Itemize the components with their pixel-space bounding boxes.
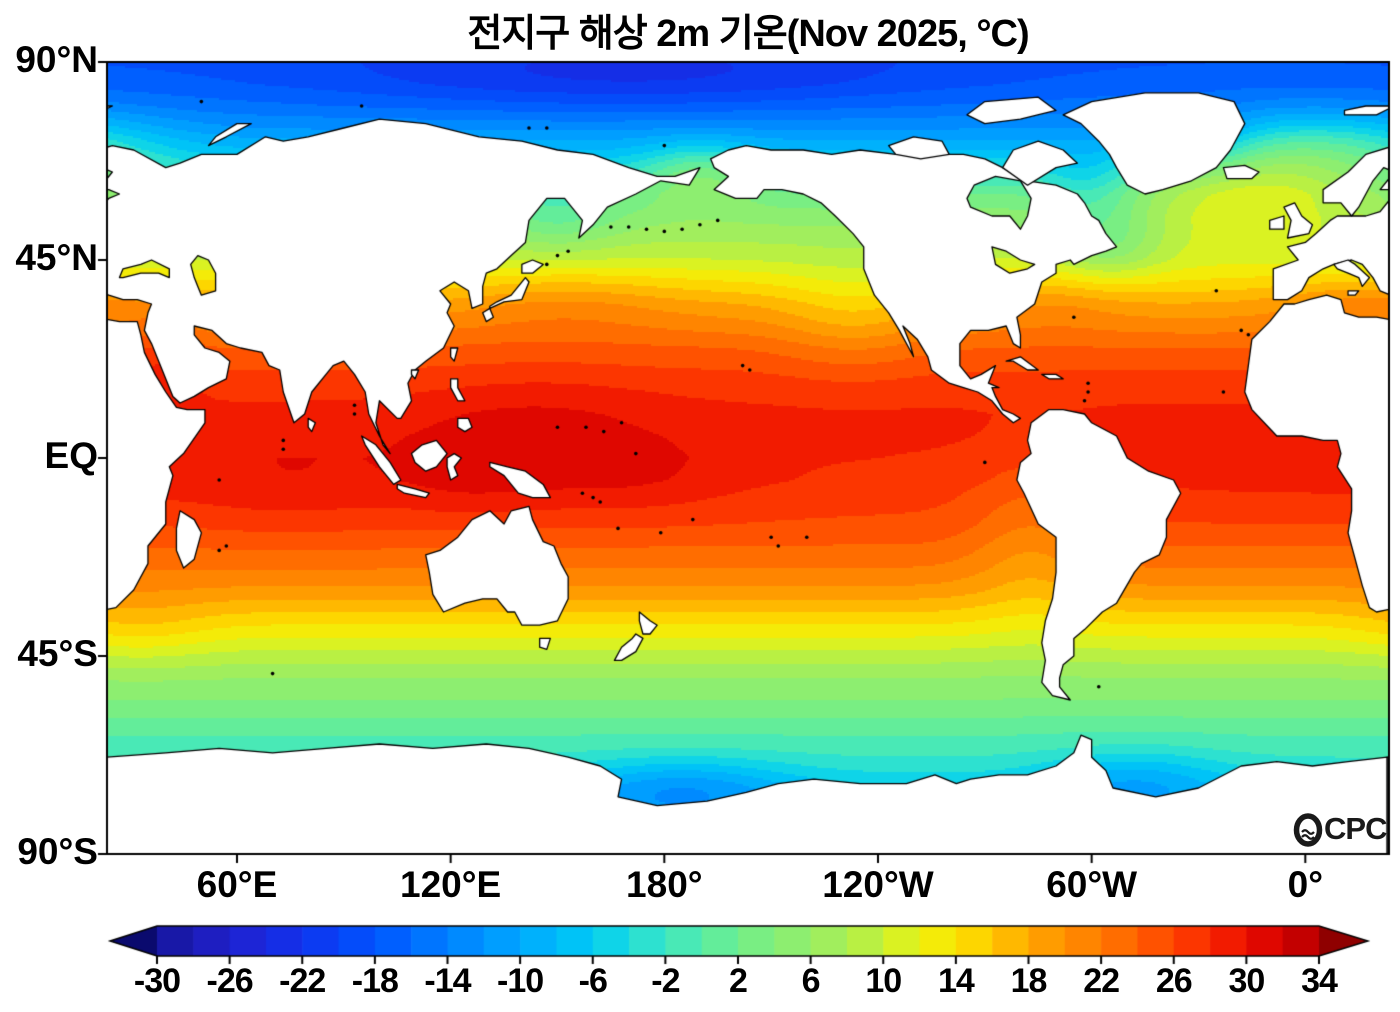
x-axis-label-0: 60°E — [196, 864, 278, 905]
colorbar-tick-label-5: -10 — [497, 962, 544, 1000]
colorbar-tick-label-11: 14 — [937, 962, 975, 1000]
colorbar-tick-label-16: 34 — [1301, 962, 1338, 1000]
colorbar-tick-label-10: 10 — [865, 962, 902, 1000]
colorbar-tick-label-1: -26 — [206, 962, 254, 1000]
colorbar-tick-label-2: -22 — [279, 962, 326, 1000]
y-axis-label-4: 90°S — [17, 831, 98, 872]
y-axis-label-2: EQ — [44, 435, 98, 476]
x-axis-label-4: 60°W — [1046, 864, 1138, 905]
ocpc-logo-text: CPC — [1324, 811, 1387, 846]
x-axis-label-1: 120°E — [400, 864, 502, 905]
chart-title: 전지구 해상 2m 기온(Nov 2025, °C) — [467, 13, 1029, 55]
y-axis-label-1: 45°N — [15, 237, 98, 278]
colorbar-tick-label-3: -18 — [351, 962, 399, 1000]
colorbar-tick-label-8: 2 — [729, 962, 748, 1000]
colorbar-tick-label-9: 6 — [801, 962, 821, 1000]
y-axis-label-0: 90°N — [15, 39, 98, 80]
x-axis-label-3: 120°W — [822, 864, 934, 905]
colorbar-tick-label-0: -30 — [133, 962, 181, 1000]
colorbar-tick-label-13: 22 — [1083, 962, 1120, 1000]
colorbar-tick-label-6: -6 — [578, 962, 608, 1000]
x-axis-label-2: 180° — [626, 864, 703, 905]
colorbar-tick-label-15: 30 — [1228, 962, 1265, 1000]
x-axis-label-5: 0° — [1287, 864, 1323, 905]
colorbar-tick-label-14: 26 — [1155, 962, 1193, 1000]
colorbar-tick-label-7: -2 — [651, 962, 680, 1000]
colorbar-tick-label-4: -14 — [424, 962, 471, 1000]
colorbar-tick-label-12: 18 — [1010, 962, 1048, 1000]
y-axis-label-3: 45°S — [17, 633, 98, 674]
ocpc-logo: CPC — [1293, 811, 1387, 847]
ocean-wave-circle-icon — [1293, 813, 1323, 847]
